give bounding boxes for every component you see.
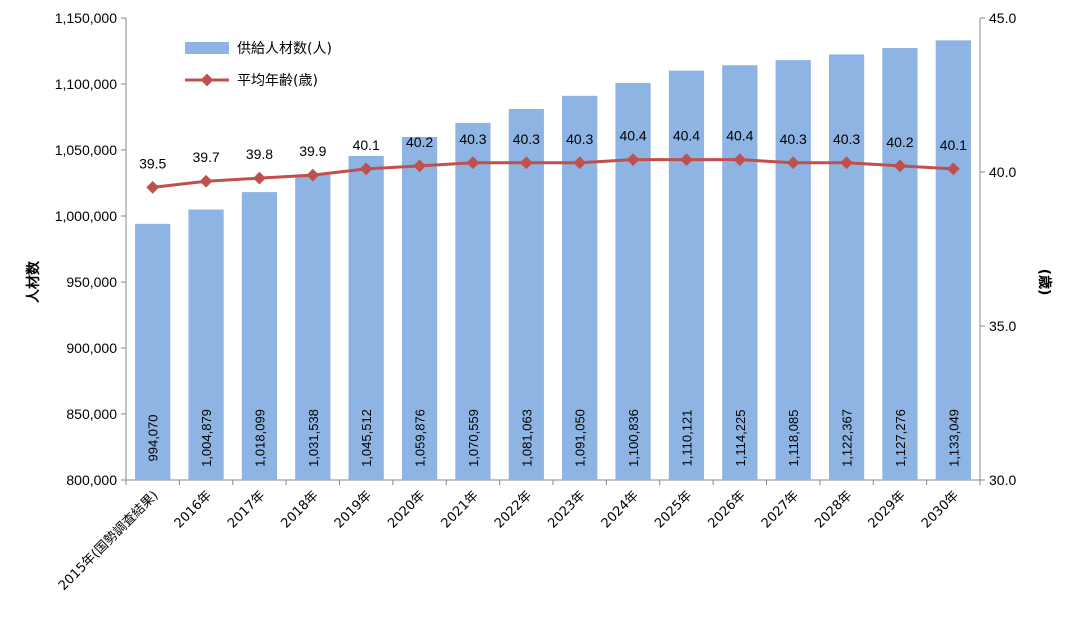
bar-value-label: 1,070,559 bbox=[466, 409, 481, 467]
line-value-label: 39.7 bbox=[192, 149, 219, 165]
x-tick-label: 2021年 bbox=[439, 488, 482, 531]
bar-value-label: 1,118,085 bbox=[786, 410, 801, 467]
y-tick-label: 1,050,000 bbox=[55, 142, 117, 158]
x-tick-label: 2029年 bbox=[866, 488, 909, 531]
line-value-label: 39.9 bbox=[299, 143, 326, 159]
bar bbox=[135, 223, 171, 480]
bar-value-label: 1,127,276 bbox=[893, 409, 908, 467]
bar bbox=[188, 209, 224, 480]
line-value-label: 40.2 bbox=[886, 134, 913, 150]
bar bbox=[401, 136, 438, 480]
x-tick-label: 2027年 bbox=[759, 488, 802, 531]
y2-tick-label: 40.0 bbox=[989, 164, 1016, 180]
bar-value-label: 1,004,879 bbox=[199, 409, 214, 467]
bar-value-label: 1,031,538 bbox=[306, 409, 321, 467]
line-value-label: 40.1 bbox=[353, 137, 380, 153]
bar-value-label: 1,091,050 bbox=[573, 409, 588, 467]
legend-line-label: 平均年齢(歳) bbox=[237, 73, 318, 89]
bar bbox=[615, 82, 651, 480]
bar-value-label: 1,081,063 bbox=[519, 409, 534, 467]
line-value-label: 40.3 bbox=[459, 131, 486, 147]
x-tick-label: 2026年 bbox=[705, 488, 748, 531]
y-tick-label: 900,000 bbox=[66, 340, 117, 356]
x-tick-label: 2019年 bbox=[332, 488, 375, 531]
bar bbox=[455, 122, 491, 480]
x-tick-label: 2028年 bbox=[812, 488, 855, 531]
legend: 供給人材数(人) 平均年齢(歳) bbox=[185, 41, 332, 89]
y-tick-label: 850,000 bbox=[66, 406, 117, 422]
x-tick-label: 2018年 bbox=[278, 488, 321, 531]
x-tick-label: 2023年 bbox=[545, 488, 588, 531]
y-tick-label: 800,000 bbox=[66, 472, 117, 488]
y-tick-label: 1,100,000 bbox=[55, 76, 117, 92]
y2-axis-title: (歳) bbox=[1036, 269, 1053, 296]
bar bbox=[935, 40, 971, 481]
bar-value-label: 1,100,836 bbox=[626, 409, 641, 467]
x-tick-label: 2015年(国勢調査結果) bbox=[56, 488, 162, 594]
age-point bbox=[306, 168, 320, 182]
y2-tick-label: 45.0 bbox=[989, 10, 1016, 26]
bar bbox=[882, 47, 918, 481]
line-value-label: 40.3 bbox=[780, 131, 807, 147]
bar-value-label: 1,018,099 bbox=[252, 409, 267, 467]
bar bbox=[722, 65, 758, 481]
x-tick-label: 2022年 bbox=[492, 488, 535, 531]
y-tick-label: 1,150,000 bbox=[55, 10, 117, 26]
line-value-label: 40.3 bbox=[833, 131, 860, 147]
x-tick-label: 2020年 bbox=[385, 488, 428, 531]
x-tick-label: 2024年 bbox=[599, 488, 642, 531]
line-value-label: 40.4 bbox=[726, 128, 753, 144]
bar bbox=[775, 60, 811, 480]
y2-tick-label: 30.0 bbox=[989, 472, 1016, 488]
line-value-label: 40.1 bbox=[940, 137, 967, 153]
age-point bbox=[253, 171, 266, 185]
bar-value-label: 1,133,049 bbox=[946, 409, 961, 467]
bar bbox=[295, 174, 331, 480]
bar bbox=[348, 155, 384, 480]
bar-value-label: 1,122,367 bbox=[840, 409, 855, 467]
bar-value-label: 1,110,121 bbox=[679, 410, 694, 467]
x-tick-label: 2025年 bbox=[652, 488, 695, 531]
bars bbox=[135, 40, 971, 481]
age-line bbox=[152, 158, 954, 189]
line-value-label: 39.5 bbox=[139, 155, 166, 171]
x-tick-label: 2016年 bbox=[172, 488, 215, 531]
age-point bbox=[413, 159, 426, 173]
x-tick-label: 2017年 bbox=[225, 488, 268, 531]
bar-value-label: 1,114,225 bbox=[733, 410, 748, 467]
legend-bar-swatch bbox=[185, 42, 229, 54]
data-labels: 994,070 1,004,879 1,018,099 1,031,538 1,045,… bbox=[139, 128, 967, 467]
line-value-label: 40.2 bbox=[406, 134, 433, 150]
line-value-label: 40.3 bbox=[513, 131, 540, 147]
y2-tick-label: 35.0 bbox=[989, 318, 1016, 334]
bar-value-label: 1,045,512 bbox=[359, 409, 374, 467]
legend-bar-label: 供給人材数(人) bbox=[237, 41, 332, 57]
y-tick-label: 1,000,000 bbox=[55, 208, 117, 224]
line-value-label: 40.4 bbox=[673, 128, 700, 144]
y-axis-title: 人材数 bbox=[25, 260, 42, 303]
line-value-label: 40.4 bbox=[619, 128, 646, 144]
bar-value-label: 1,059,876 bbox=[413, 409, 428, 467]
legend-line-marker bbox=[200, 73, 214, 87]
bar bbox=[241, 192, 278, 480]
bar-value-label: 994,070 bbox=[146, 415, 161, 462]
y-tick-label: 950,000 bbox=[66, 274, 117, 290]
line-value-label: 40.3 bbox=[566, 131, 593, 147]
bar bbox=[668, 70, 705, 480]
bar bbox=[828, 54, 865, 481]
age-point bbox=[359, 162, 373, 176]
age-point bbox=[466, 156, 480, 170]
age-point bbox=[146, 181, 160, 194]
age-point bbox=[199, 174, 213, 188]
x-tick-label: 2030年 bbox=[919, 488, 962, 531]
bar bbox=[508, 108, 544, 481]
line-value-label: 39.8 bbox=[246, 146, 273, 162]
